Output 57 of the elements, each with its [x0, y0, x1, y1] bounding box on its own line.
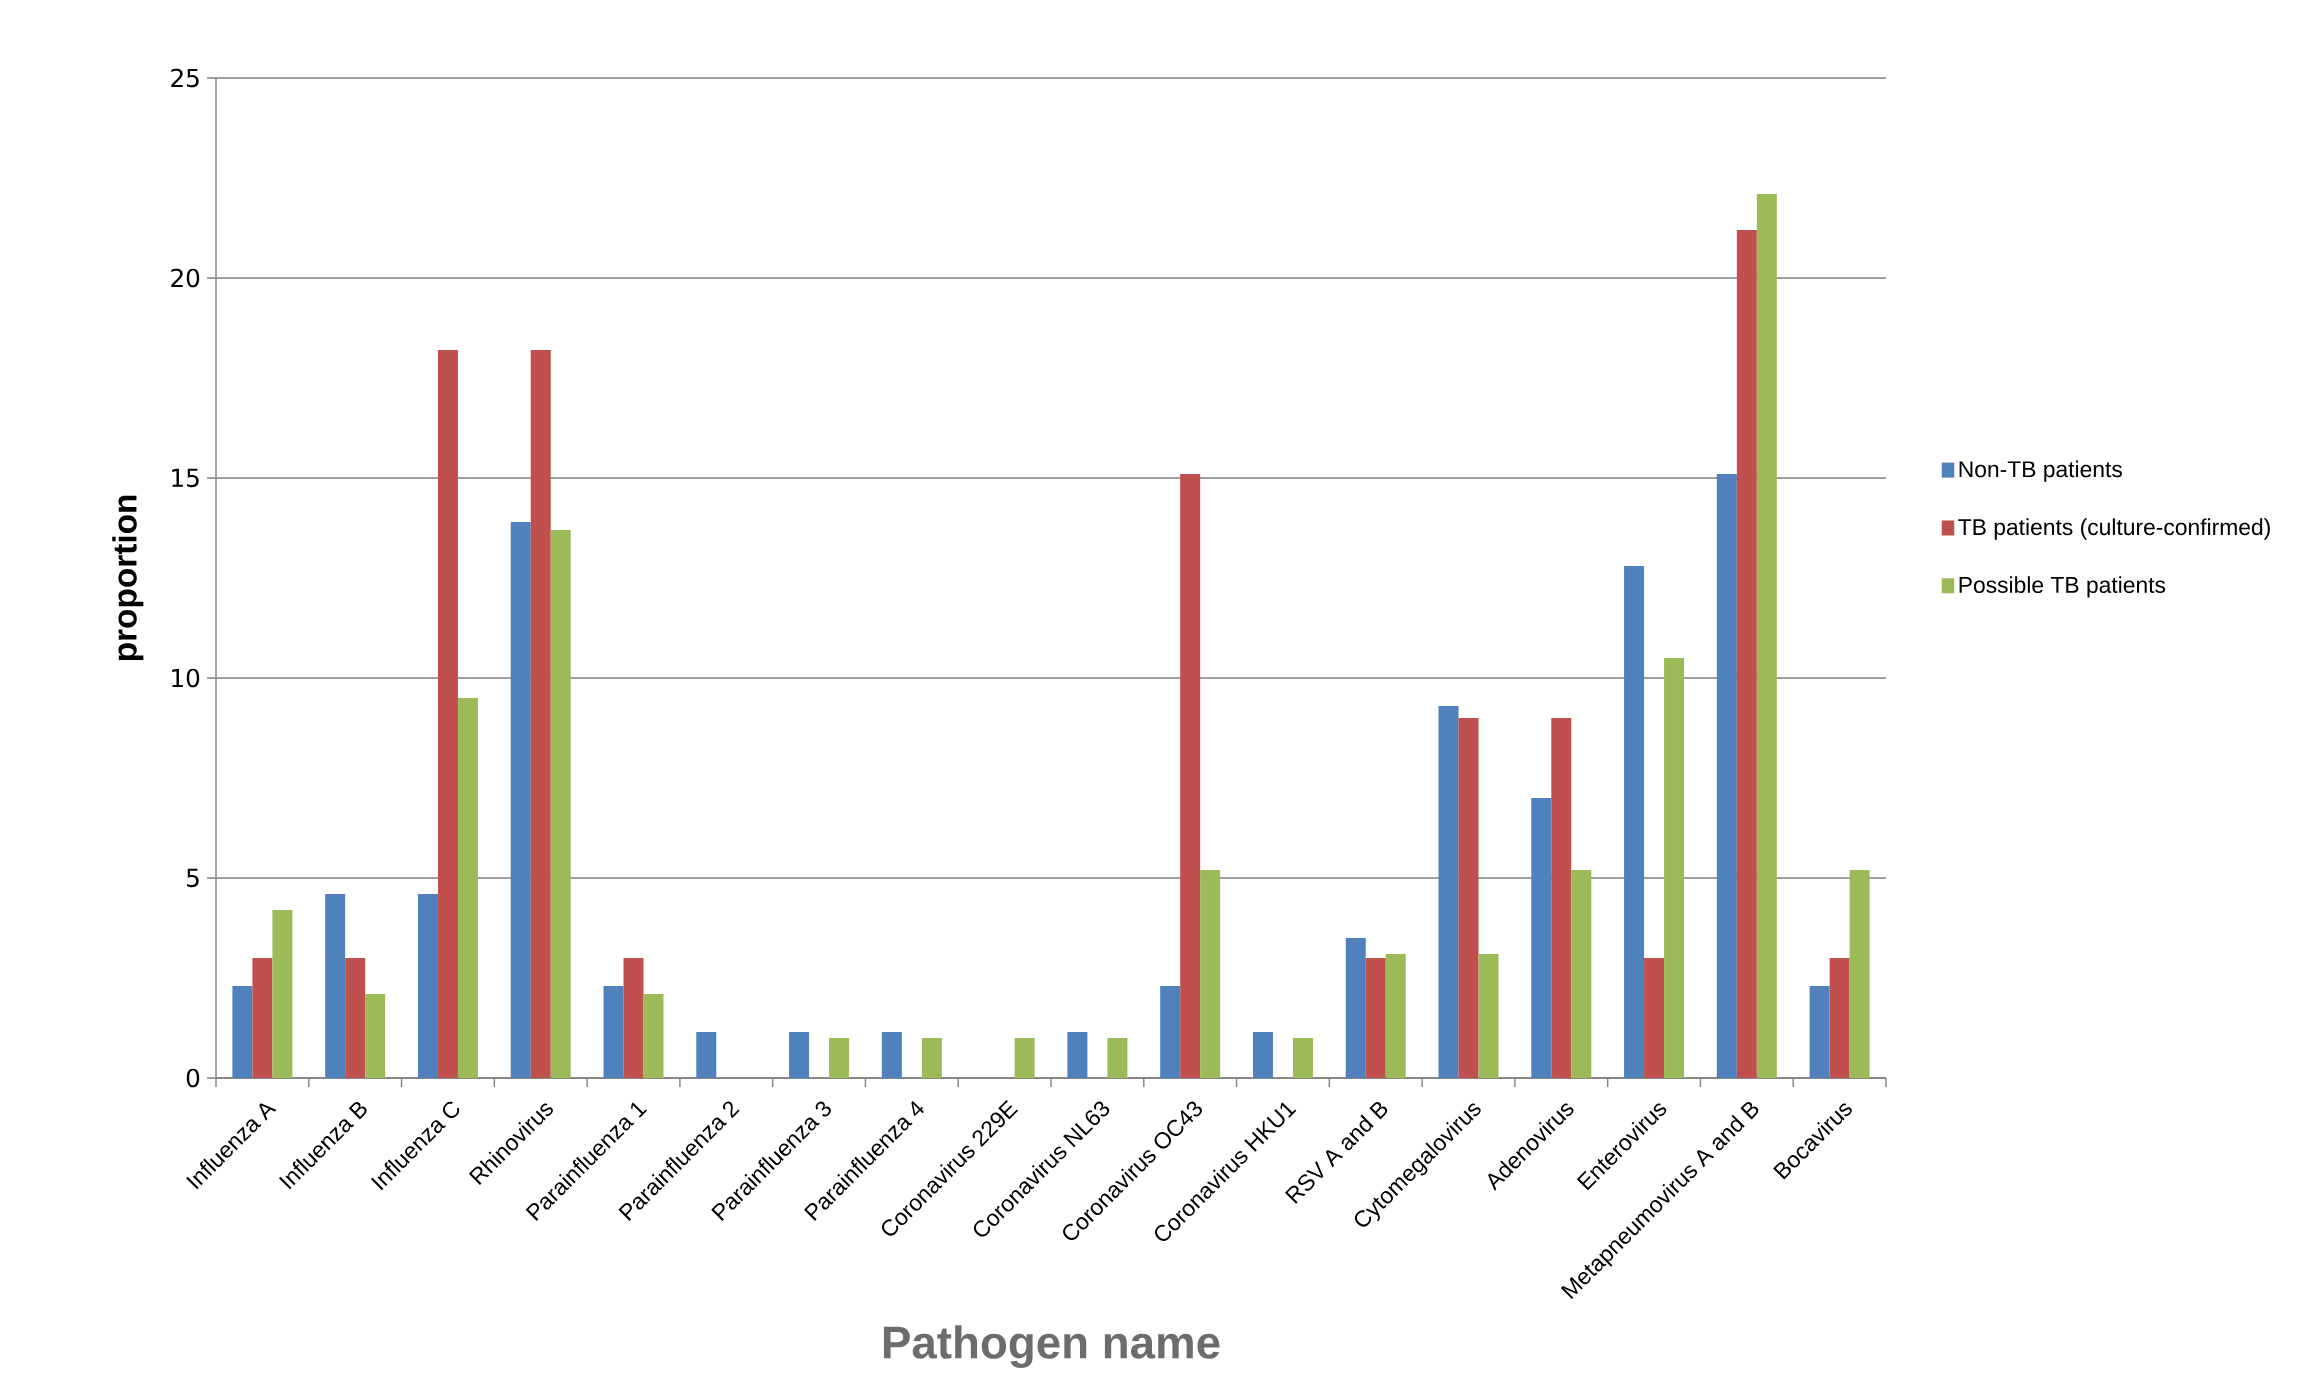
bar	[1107, 1038, 1128, 1079]
bar	[1458, 718, 1479, 1079]
bar	[643, 994, 664, 1079]
bar	[252, 958, 273, 1079]
bar	[1014, 1038, 1035, 1079]
y-tick-label: 15	[172, 468, 199, 488]
bar	[530, 350, 551, 1079]
bar	[1736, 230, 1757, 1079]
legend-label: Non-TB patients	[1959, 460, 2122, 482]
bar	[1829, 958, 1850, 1079]
bar	[921, 1038, 942, 1079]
bar	[1756, 194, 1777, 1079]
bar	[789, 1032, 810, 1079]
bar	[1345, 938, 1366, 1079]
bar	[1571, 870, 1592, 1079]
y-axis-title: proportion	[112, 495, 144, 661]
bar	[550, 530, 571, 1079]
bar	[1365, 958, 1386, 1079]
bar	[1664, 658, 1685, 1079]
legend-label: Possible TB patients	[1959, 576, 2166, 598]
bar	[1160, 986, 1181, 1079]
bar	[1200, 870, 1221, 1079]
y-tick-label: 25	[171, 68, 199, 88]
bar	[457, 698, 478, 1079]
y-tick-label: 10	[172, 668, 200, 688]
bar	[1067, 1032, 1088, 1079]
bar	[1809, 986, 1830, 1079]
bar	[437, 350, 458, 1079]
bar	[417, 894, 438, 1079]
bar	[1531, 798, 1552, 1079]
bar	[1385, 954, 1406, 1079]
bar	[623, 958, 644, 1079]
y-tick-label: 0	[186, 1068, 200, 1088]
bar	[510, 522, 531, 1079]
bar	[1478, 954, 1499, 1079]
bar	[345, 958, 366, 1079]
y-tick-label: 5	[187, 868, 199, 888]
bar	[1180, 474, 1201, 1079]
bar	[272, 910, 293, 1079]
bar	[1252, 1032, 1273, 1079]
legend-label: TB patients (culture-confirmed)	[1958, 518, 2270, 540]
bar	[1438, 706, 1459, 1079]
bar	[1716, 474, 1737, 1079]
bar	[1644, 958, 1665, 1079]
bar	[325, 894, 346, 1079]
x-axis-title: Pathogen name	[883, 1325, 1220, 1369]
bar	[1624, 566, 1645, 1079]
bar	[881, 1032, 902, 1079]
bar	[1292, 1038, 1313, 1079]
bar	[696, 1032, 717, 1079]
y-tick-label: 20	[171, 268, 200, 288]
bar	[1551, 718, 1572, 1079]
bar	[232, 986, 253, 1079]
bar	[365, 994, 386, 1079]
bar	[603, 986, 624, 1079]
bar	[829, 1038, 850, 1079]
bar	[1849, 870, 1870, 1079]
